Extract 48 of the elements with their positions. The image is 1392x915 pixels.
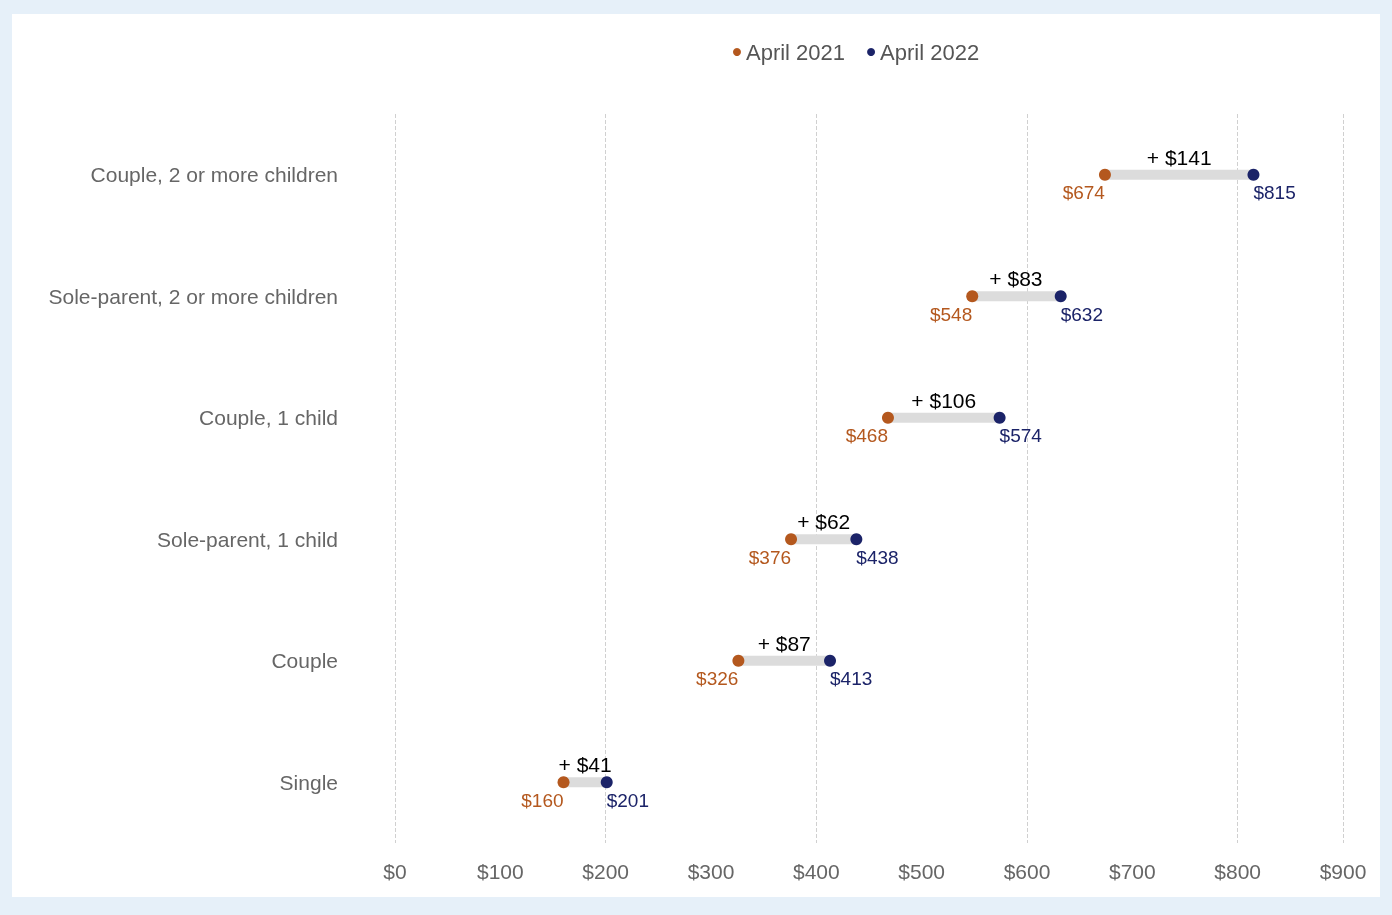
data-label: + $106: [911, 388, 977, 412]
data-label: $574: [999, 425, 1043, 447]
point: [966, 290, 979, 303]
y-tick-label: Couple, 1 child: [199, 406, 338, 430]
data-label: + $41: [558, 753, 612, 777]
point: [824, 654, 837, 667]
point: [732, 654, 745, 667]
point: [557, 776, 570, 789]
point: [850, 533, 863, 546]
legend-label: April 2021: [746, 39, 846, 65]
x-tick-label: $800: [1214, 860, 1262, 883]
data-label: + $83: [989, 267, 1043, 291]
x-tick-label: $0: [383, 860, 407, 883]
point: [993, 411, 1006, 424]
data-label: $548: [929, 303, 973, 325]
data-label: $201: [606, 789, 649, 811]
point: [881, 411, 894, 424]
y-tick-label: Couple, 2 or more children: [90, 163, 338, 187]
data-label: $632: [1060, 303, 1103, 325]
x-tick-label: $100: [476, 860, 524, 883]
data-label: $160: [521, 789, 564, 811]
data-label: $674: [1062, 182, 1106, 204]
x-tick-label: $600: [1003, 860, 1051, 883]
data-label: $326: [696, 668, 739, 690]
point: [1054, 290, 1067, 303]
point: [600, 776, 613, 789]
point: [785, 533, 798, 546]
x-tick-label: $200: [582, 860, 630, 883]
y-tick-label: Sole-parent, 1 child: [157, 527, 338, 551]
x-tick-label: $300: [687, 860, 735, 883]
x-tick-label: $500: [898, 860, 946, 883]
data-label: $376: [748, 546, 792, 568]
y-tick-label: Sole-parent, 2 or more children: [48, 284, 338, 308]
x-tick-label: $400: [792, 860, 840, 883]
data-label: + $62: [797, 510, 851, 534]
x-tick-label: $900: [1319, 860, 1367, 883]
data-label: + $141: [1146, 145, 1212, 169]
y-tick-label: Single: [279, 770, 338, 794]
data-label: $468: [845, 425, 888, 447]
data-label: $815: [1253, 182, 1296, 204]
point: [1247, 168, 1260, 181]
data-label: $438: [856, 546, 899, 568]
data-label: $413: [830, 668, 873, 690]
point: [1098, 168, 1111, 181]
y-tick-label: Couple: [271, 649, 338, 673]
legend-label: April 2022: [880, 39, 980, 65]
x-tick-label: $700: [1108, 860, 1156, 883]
data-label: + $87: [757, 631, 811, 655]
